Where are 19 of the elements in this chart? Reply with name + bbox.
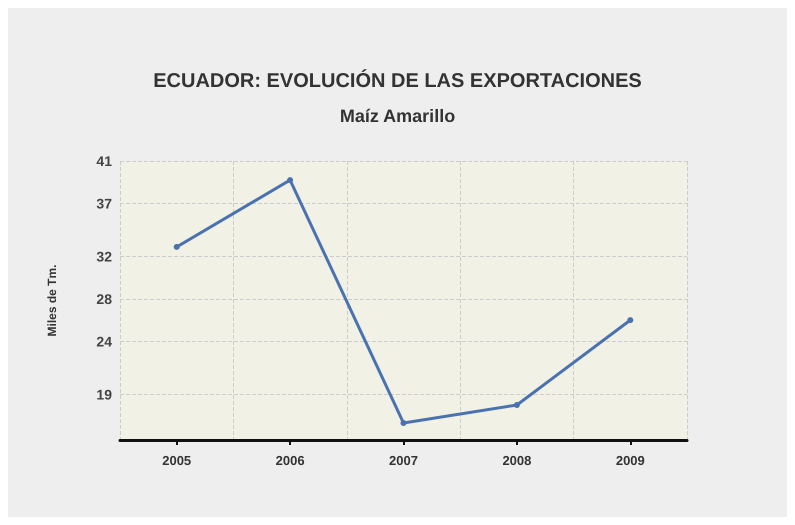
y-tick-label: 37 [96,195,112,212]
x-tick-label: 2009 [616,453,645,468]
point [627,317,634,324]
point [514,402,520,408]
chart-title: ECUADOR: EVOLUCIÓN DE LAS EXPORTACIONES [153,69,642,92]
x-tick-label: 2006 [276,453,305,468]
point [174,244,180,250]
y-tick-label: 24 [96,333,112,350]
y-tick-label: 32 [96,248,112,264]
y-tick-label: 19 [96,386,112,402]
chart-subtitle: Maíz Amarillo [340,106,456,126]
x-tick-label: 2005 [162,453,192,468]
y-tick-label: 28 [96,290,112,307]
x-tick-label: 2007 [389,453,418,468]
y-tick-label: 41 [96,153,112,169]
point [400,420,406,426]
y-axis-title: Miles de Tm. [45,264,59,337]
point [287,177,294,184]
x-tick-label: 2008 [502,453,532,468]
